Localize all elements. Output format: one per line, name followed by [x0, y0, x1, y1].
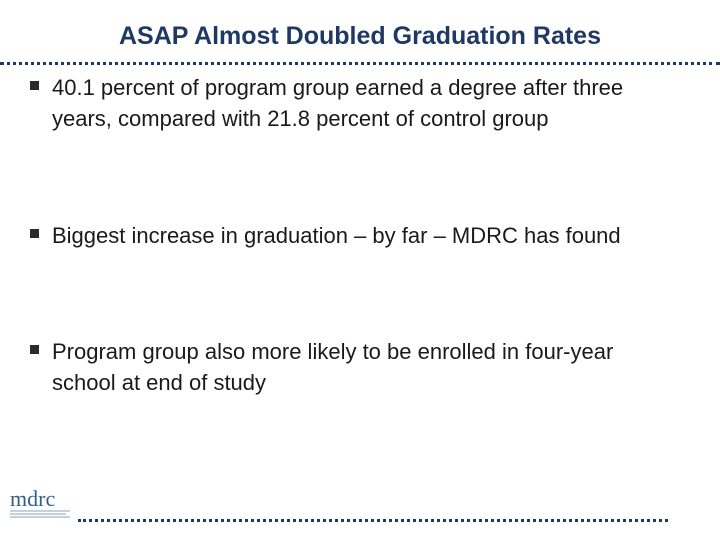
square-bullet-icon	[30, 229, 39, 238]
bullet-text: Biggest increase in graduation – by far …	[52, 223, 621, 248]
footer-divider	[78, 519, 668, 522]
bullet-item: 40.1 percent of program group earned a d…	[30, 72, 680, 134]
bullet-text: Program group also more likely to be enr…	[52, 339, 614, 395]
logo-wordmark: mdrc	[10, 486, 55, 511]
bullet-item: Program group also more likely to be enr…	[30, 336, 680, 398]
square-bullet-icon	[30, 345, 39, 354]
mdrc-logo-icon: mdrc	[8, 486, 74, 522]
slide-title: ASAP Almost Doubled Graduation Rates	[118, 22, 601, 50]
square-bullet-icon	[30, 81, 39, 90]
bullet-text: 40.1 percent of program group earned a d…	[52, 75, 624, 131]
title-divider	[0, 62, 720, 65]
bullet-item: Biggest increase in graduation – by far …	[30, 220, 680, 251]
